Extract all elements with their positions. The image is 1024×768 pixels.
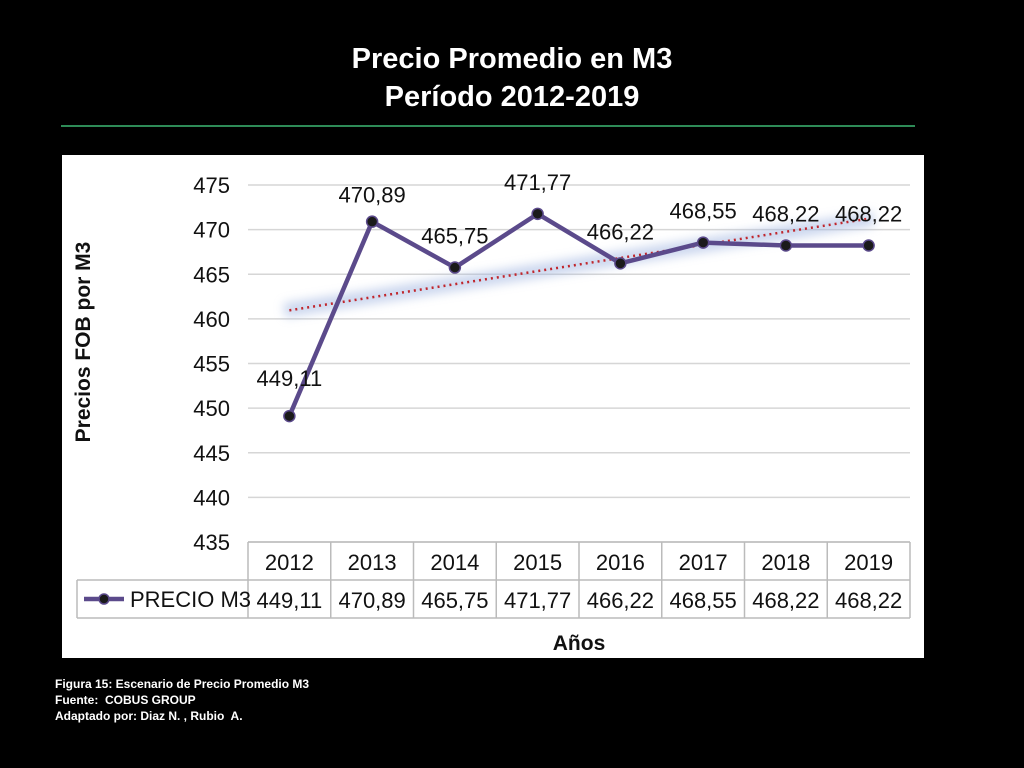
- title-divider: [61, 125, 915, 127]
- data-point: [448, 261, 462, 274]
- data-label: 468,22: [752, 202, 819, 227]
- y-tick-label: 445: [193, 441, 230, 466]
- x-tick-label: 2013: [348, 550, 397, 575]
- trendline: [289, 217, 869, 312]
- caption-adapted: Adaptado por: Diaz N. , Rubio A.: [55, 709, 243, 723]
- data-label: 466,22: [587, 219, 654, 244]
- title-line-2: Período 2012-2019: [384, 81, 640, 113]
- line-chart: 435 440 445 450 455 460 465 470 475 449,11 470,89…: [72, 170, 911, 655]
- data-point: [779, 239, 793, 252]
- caption-figure: Figura 15: Escenario de Precio Promedio …: [55, 677, 310, 691]
- data-point: [283, 409, 296, 423]
- series-line-precio-m3: [287, 211, 869, 417]
- y-tick-label: 450: [193, 396, 230, 421]
- x-tick-label: 2016: [596, 550, 645, 575]
- table-value: 449,11: [257, 588, 323, 613]
- x-tick-label: 2015: [513, 550, 562, 575]
- x-tick-label: 2018: [761, 550, 810, 575]
- table-value: 466,22: [587, 588, 654, 613]
- data-point: [365, 215, 379, 228]
- data-point: [531, 207, 544, 221]
- data-label: 468,55: [669, 199, 736, 224]
- y-tick-label: 470: [193, 218, 230, 243]
- y-tick-label: 475: [193, 173, 230, 198]
- legend-label: PRECIO M3: [130, 587, 251, 612]
- y-tick-label: 465: [193, 262, 230, 287]
- table-value: 465,75: [421, 588, 488, 613]
- x-tick-label: 2012: [265, 550, 314, 575]
- caption-source: Fuente: COBUS GROUP: [55, 693, 196, 707]
- table-value: 471,77: [504, 588, 571, 613]
- data-label: 471,77: [504, 170, 571, 195]
- y-tick-label: 435: [193, 530, 230, 555]
- x-tick-label: 2019: [844, 550, 893, 575]
- slide-title: Precio Promedio en M3 Período 2012-2019: [0, 40, 1024, 116]
- chart-panel: 435 440 445 450 455 460 465 470 475 449,11 470,89…: [62, 155, 924, 658]
- legend-swatch-marker: [98, 593, 110, 605]
- data-label: 468,22: [835, 202, 902, 227]
- data-label: 470,89: [338, 183, 405, 208]
- x-axis-label: Años: [553, 632, 606, 655]
- y-tick-label: 440: [193, 485, 230, 510]
- data-label: 465,75: [421, 224, 488, 249]
- table-value: 468,55: [669, 588, 736, 613]
- x-tick-label: 2017: [679, 550, 728, 575]
- figure-caption: Figura 15: Escenario de Precio Promedio …: [55, 676, 309, 724]
- data-point: [696, 236, 710, 249]
- title-line-1: Precio Promedio en M3: [351, 43, 673, 75]
- x-tick-label: 2014: [430, 550, 479, 575]
- data-point: [614, 257, 627, 270]
- table-value: 470,89: [338, 588, 405, 613]
- table-value: 468,22: [835, 588, 902, 613]
- y-tick-label: 455: [193, 352, 230, 377]
- data-label: 449,11: [257, 366, 323, 391]
- y-tick-label: 460: [193, 307, 230, 332]
- table-value: 468,22: [752, 588, 819, 613]
- y-axis-label: Precios FOB por M3: [72, 242, 95, 443]
- data-point: [862, 239, 875, 252]
